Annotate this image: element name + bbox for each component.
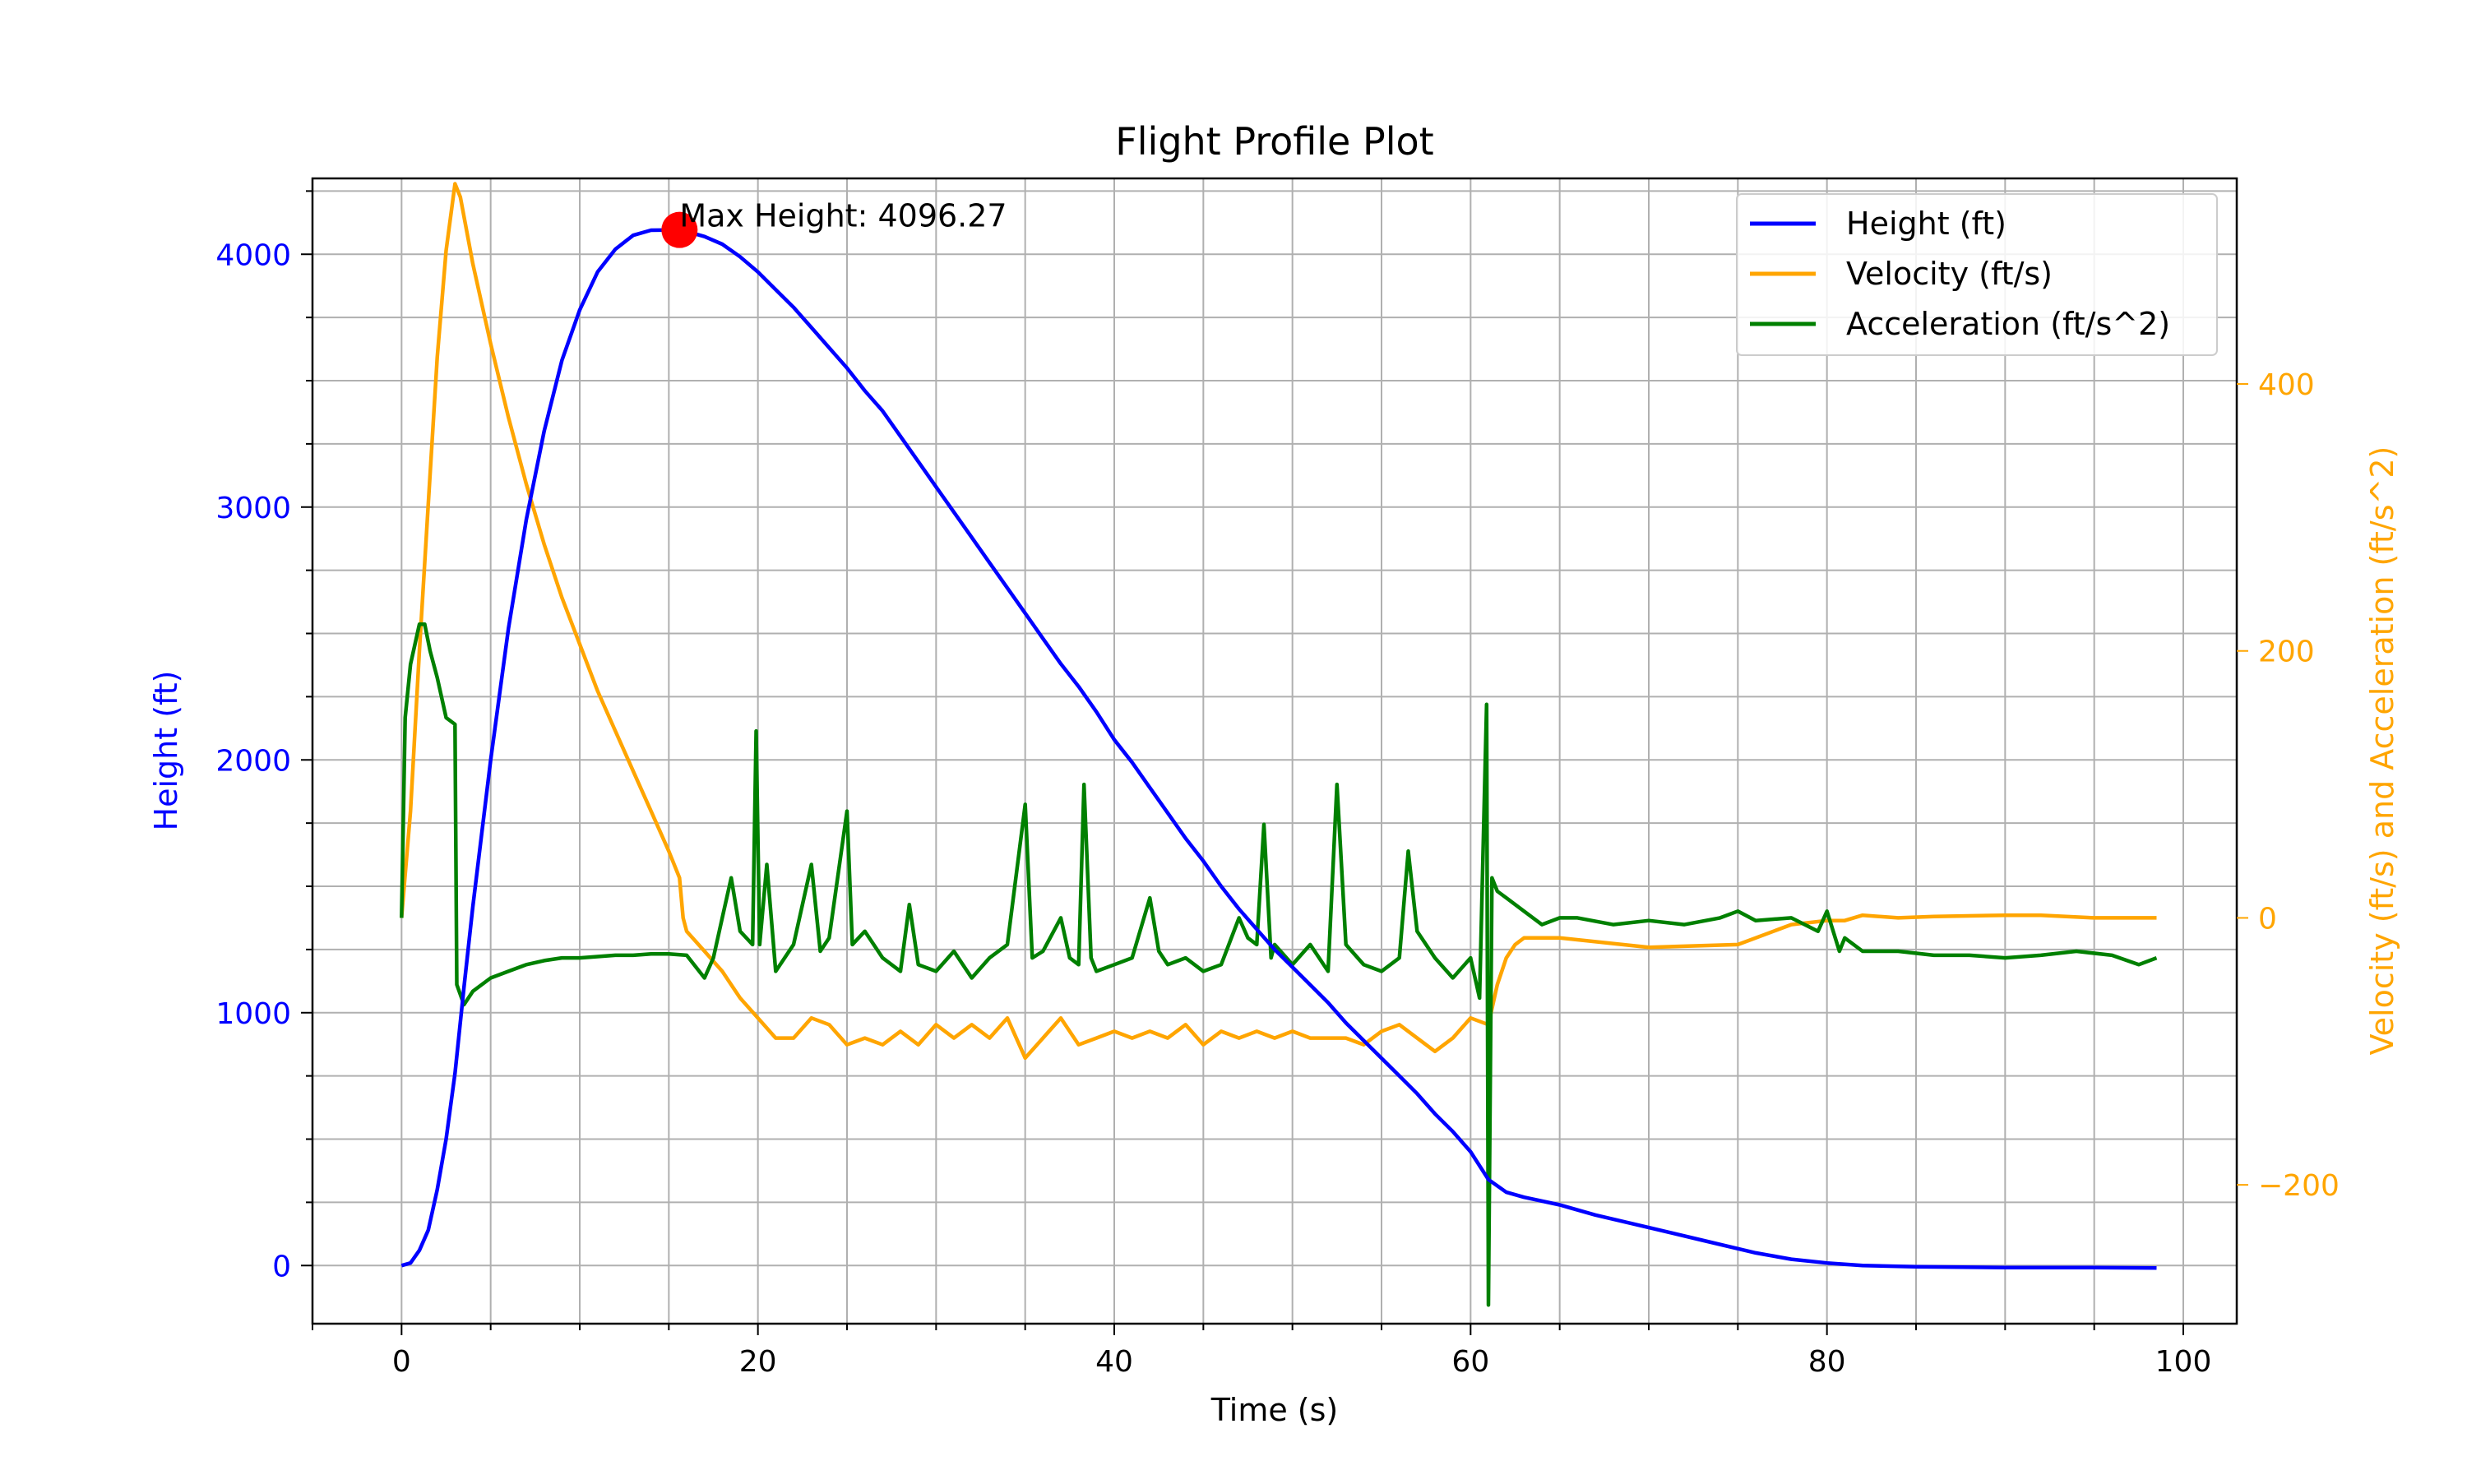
y-axis-right-label: Velocity (ft/s) and Acceleration (ft/s^2… [2364,446,2400,1056]
x-tick-label: 0 [392,1345,411,1379]
chart-title: Flight Profile Plot [1115,119,1433,164]
height-line [400,228,2157,1270]
y-right-tick-label: 0 [2258,902,2277,936]
y-left-tick-label: 0 [272,1250,291,1283]
plot-frame [311,177,2238,1325]
y-right-tick-label: 200 [2258,636,2315,669]
x-axis-label: Time (s) [1210,1392,1339,1428]
x-tick-label: 80 [1808,1345,1846,1379]
y-left-tick-label: 3000 [215,492,291,525]
acceleration-line [400,622,2158,1307]
y-right-tick-label: −200 [2258,1169,2340,1203]
legend-label-height: Height (ft) [1846,206,2006,242]
velocity-line [400,182,2157,1061]
annotations: Max Height: 4096.27 [661,198,1007,248]
x-tick-label: 100 [2155,1345,2212,1379]
x-tick-label: 20 [739,1345,777,1379]
grid [312,178,2237,1324]
y-left-tick-label: 2000 [215,744,291,778]
legend-label-velocity: Velocity (ft/s) [1846,256,2053,292]
x-tick-label: 60 [1451,1345,1489,1379]
y-left-tick-label: 4000 [215,238,291,272]
max-height-annotation: Max Height: 4096.27 [679,198,1007,234]
series-lines [400,182,2158,1307]
legend: Height (ft) Velocity (ft/s) Acceleration… [1736,193,2218,356]
legend-label-acceleration: Acceleration (ft/s^2) [1846,306,2170,342]
y-right-tick-label: 400 [2258,368,2315,402]
y-axis-left-label: Height (ft) [148,671,184,831]
y-left-tick-label: 1000 [215,997,291,1031]
x-tick-label: 40 [1095,1345,1133,1379]
legend-box [1736,193,2218,356]
max-height-marker [661,211,698,248]
